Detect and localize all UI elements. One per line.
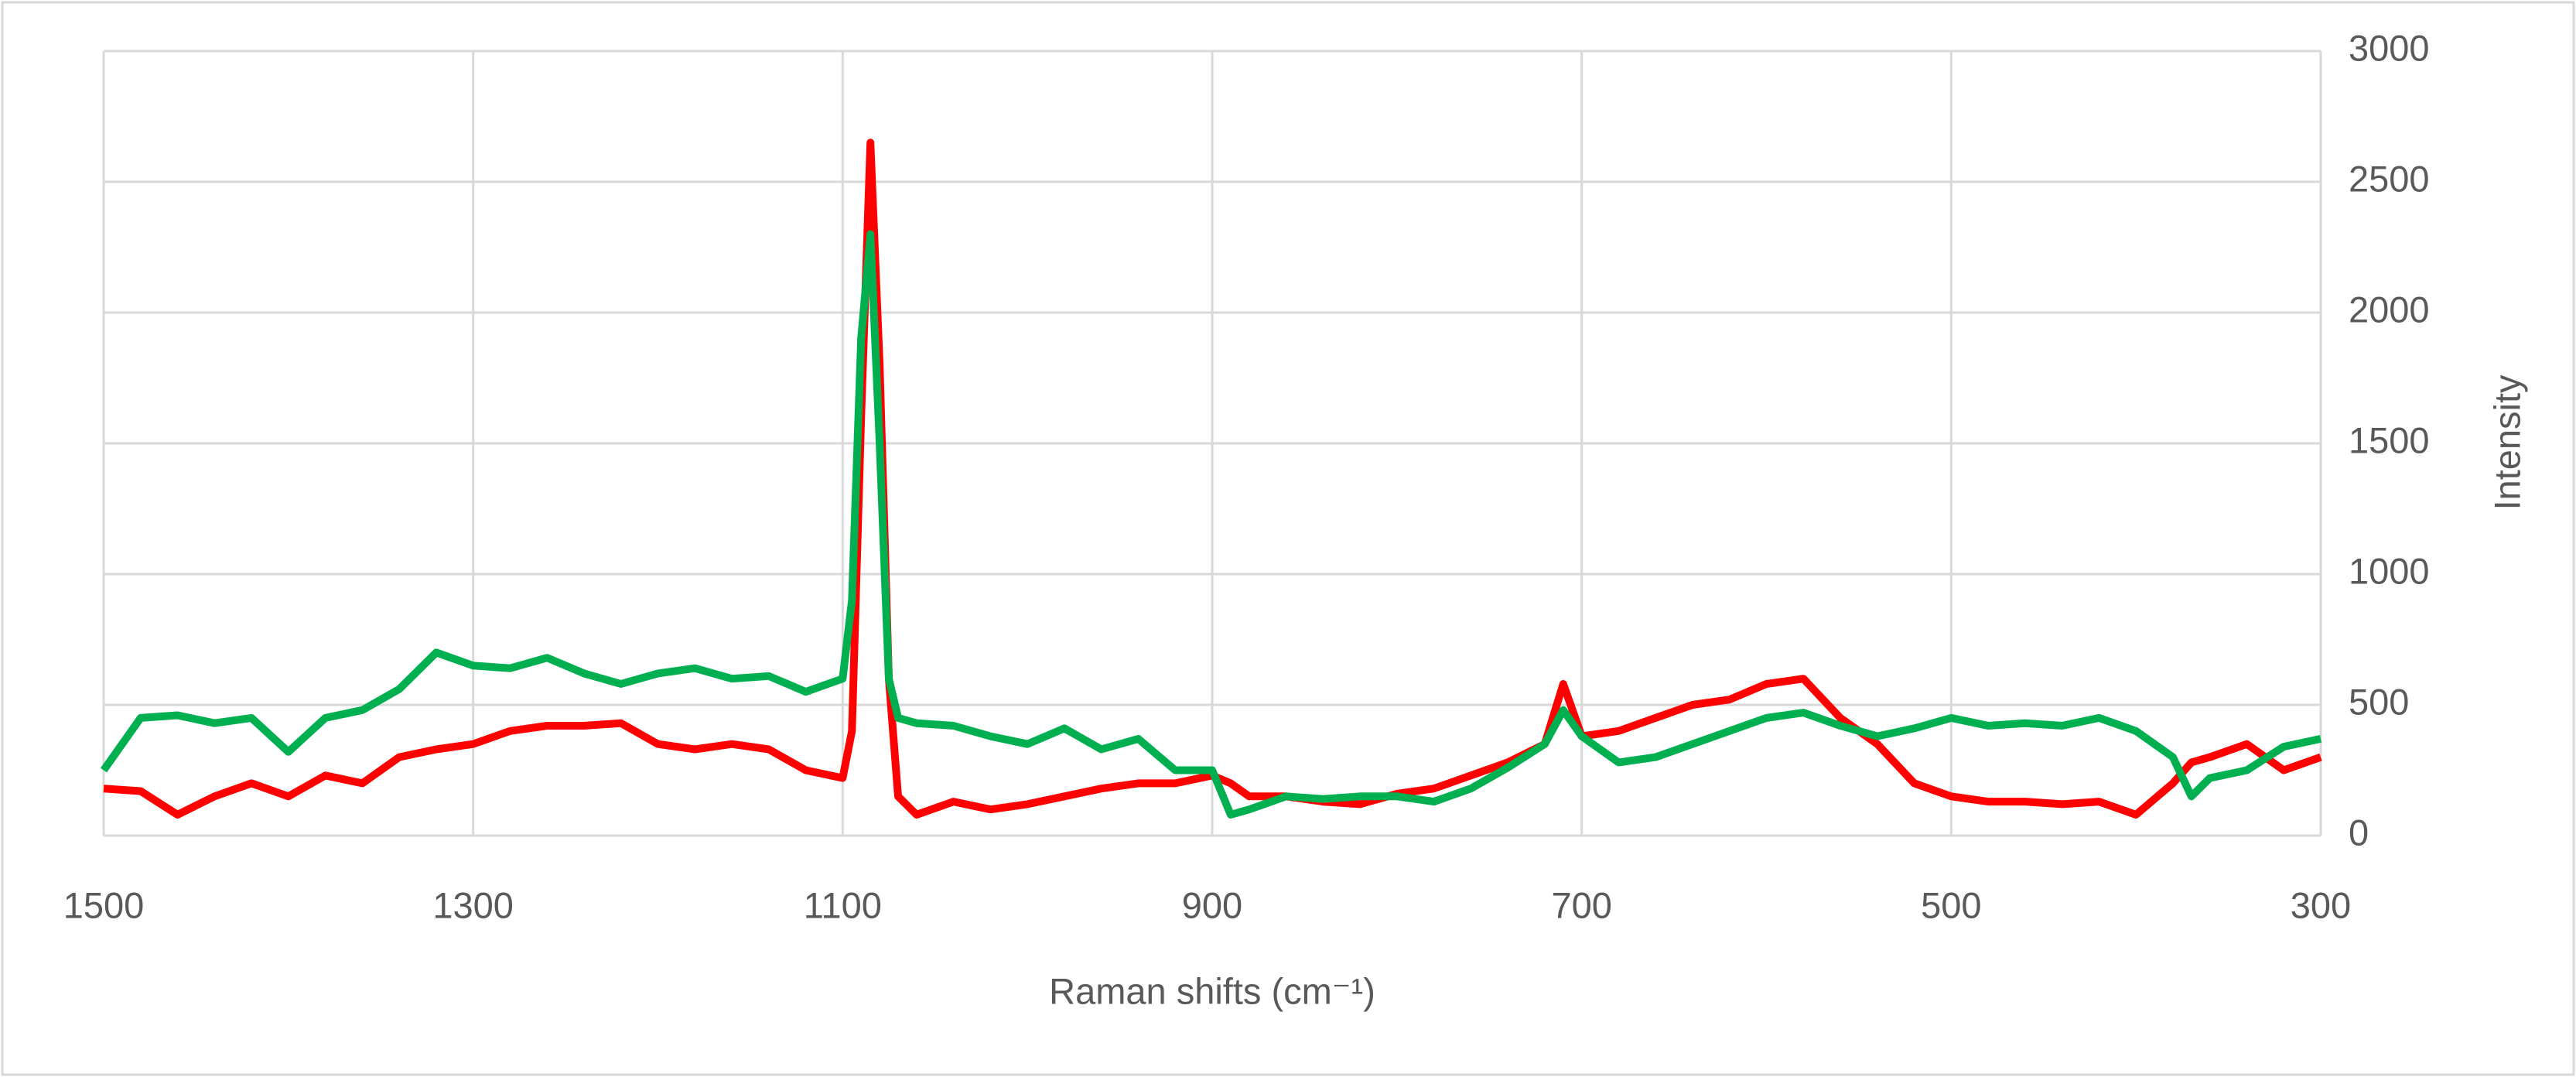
y-tick-label: 0 [2349, 812, 2369, 853]
y-tick-label: 1000 [2349, 550, 2430, 591]
series-line [100, 230, 2322, 819]
y-tick-label: 500 [2349, 681, 2409, 722]
y-tick-label: 2000 [2349, 289, 2430, 330]
x-tick-label: 1500 [63, 884, 145, 925]
x-tick-label: 900 [1182, 884, 1242, 925]
x-tick-label: 1100 [804, 884, 882, 925]
y-tick-label: 1500 [2349, 419, 2430, 460]
x-axis-title: Raman shifts (cm⁻¹) [1049, 970, 1375, 1011]
y-tick-label: 3000 [2349, 27, 2430, 68]
y-axis-title: Intensity [2486, 374, 2527, 511]
x-tick-label: 700 [1551, 884, 1611, 925]
x-tick-label: 300 [2291, 884, 2351, 925]
y-tick-label: 2500 [2349, 158, 2430, 199]
x-tick-label: 1300 [432, 884, 514, 925]
series-line [103, 138, 2322, 819]
x-tick-label: 500 [1921, 884, 1981, 925]
